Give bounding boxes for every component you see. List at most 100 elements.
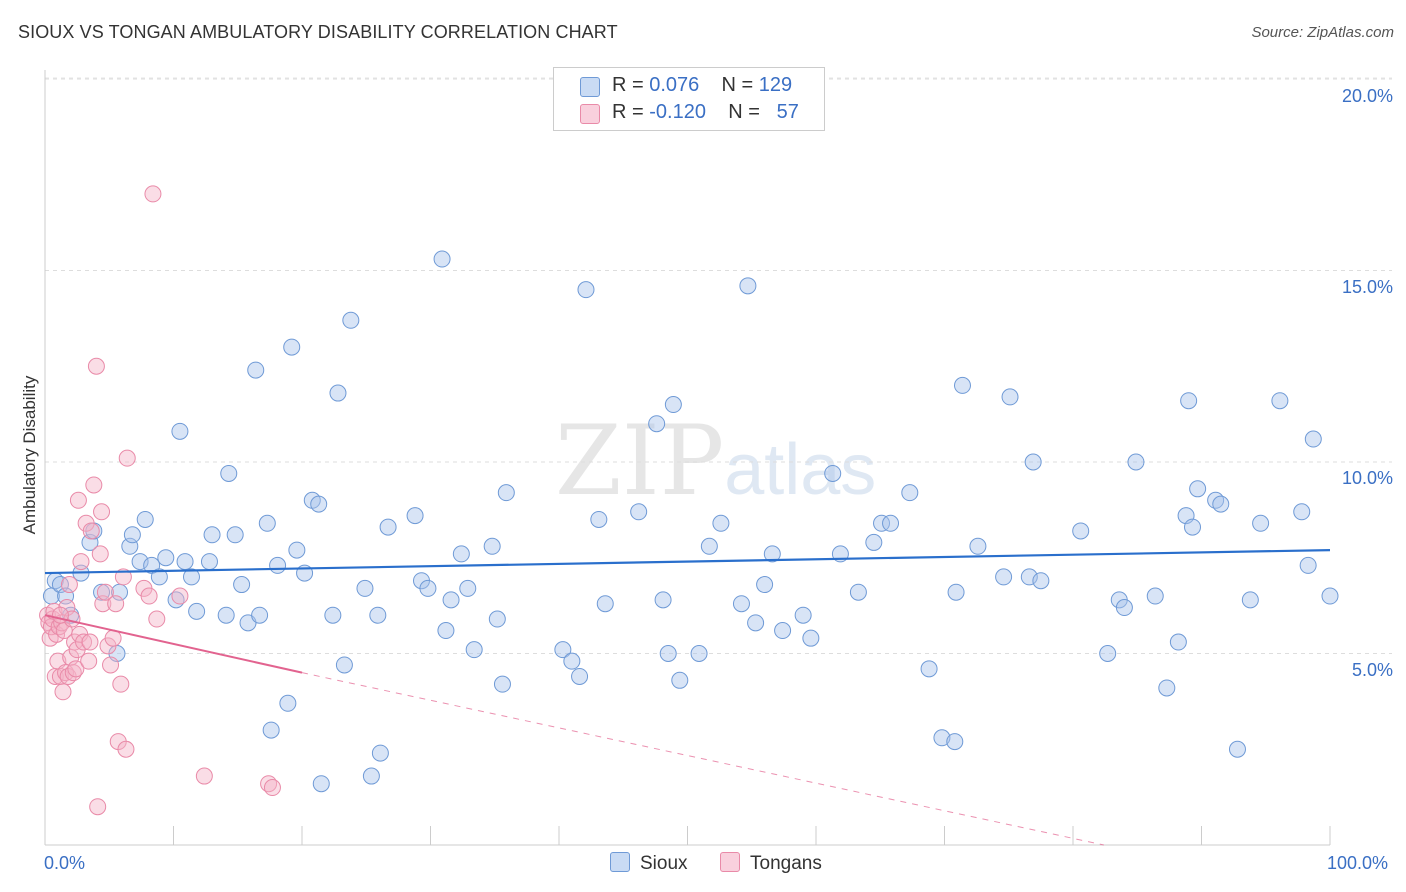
sioux-point bbox=[732, 595, 750, 613]
watermark-zip: ZIP bbox=[555, 405, 725, 517]
sioux-point bbox=[233, 576, 251, 594]
sioux-point bbox=[554, 641, 572, 659]
sioux-point bbox=[371, 744, 389, 762]
sioux-point bbox=[1293, 503, 1311, 521]
sioux-point bbox=[324, 606, 342, 624]
sioux-point bbox=[1072, 522, 1090, 540]
y-tick-5: 5.0% bbox=[1351, 660, 1393, 680]
tongan-point bbox=[114, 568, 132, 586]
y-tick-15: 15.0% bbox=[1341, 277, 1393, 297]
sioux-point bbox=[671, 671, 689, 689]
sioux-point bbox=[630, 503, 648, 521]
y-tick-10: 10.0% bbox=[1341, 468, 1393, 488]
watermark-atlas: atlas bbox=[724, 430, 877, 510]
sioux-point bbox=[157, 549, 175, 567]
sioux-point bbox=[1299, 556, 1317, 574]
tongan-point bbox=[72, 553, 90, 571]
sioux-point bbox=[901, 484, 919, 502]
sioux-point bbox=[356, 579, 374, 597]
tongan-trend-line bbox=[44, 614, 303, 674]
sioux-point bbox=[946, 733, 964, 751]
sioux-legend-swatch bbox=[610, 852, 630, 872]
sioux-point bbox=[712, 514, 730, 532]
sioux-point bbox=[1212, 495, 1230, 513]
tongan-point bbox=[263, 779, 281, 797]
sioux-point bbox=[379, 518, 397, 536]
sioux-point bbox=[329, 384, 347, 402]
tongan-trend-extension bbox=[301, 672, 1104, 846]
sioux-point bbox=[1304, 430, 1322, 448]
sioux-point bbox=[739, 277, 757, 295]
tongan-point bbox=[107, 595, 125, 613]
tongan-point bbox=[112, 675, 130, 693]
sioux-point bbox=[220, 464, 238, 482]
tongan-point bbox=[140, 587, 158, 605]
sioux-point bbox=[369, 606, 387, 624]
sioux-point bbox=[452, 545, 470, 563]
chart-source: Source: ZipAtlas.com bbox=[1251, 24, 1394, 41]
tongan-point bbox=[80, 652, 98, 670]
tongan-point bbox=[89, 798, 107, 816]
sioux-point bbox=[690, 645, 708, 662]
tongan-point bbox=[87, 357, 105, 375]
sioux-point bbox=[1024, 453, 1042, 471]
sioux-point bbox=[824, 464, 842, 482]
tongan-point bbox=[118, 449, 136, 467]
sioux-point bbox=[1115, 599, 1133, 617]
sioux-point bbox=[664, 396, 682, 414]
sioux-point bbox=[1099, 645, 1117, 662]
sioux-point bbox=[1189, 480, 1207, 498]
sioux-point bbox=[1032, 572, 1050, 590]
sioux-point bbox=[969, 537, 987, 555]
sioux-point bbox=[419, 579, 437, 597]
sioux-point bbox=[563, 652, 581, 670]
sioux-point bbox=[1169, 633, 1187, 651]
tongan-point bbox=[75, 633, 93, 651]
sioux-point bbox=[774, 622, 792, 640]
sioux-point bbox=[596, 595, 614, 613]
sioux-point bbox=[763, 545, 781, 563]
sioux-point bbox=[279, 694, 297, 712]
sioux-point bbox=[188, 602, 206, 620]
sioux-point bbox=[362, 767, 380, 785]
sioux-point bbox=[459, 579, 477, 597]
sioux-point bbox=[123, 526, 141, 544]
sioux-point bbox=[251, 606, 269, 624]
sioux-point bbox=[1180, 392, 1198, 410]
x-tick-min: 0.0% bbox=[44, 853, 86, 873]
tongan-point bbox=[91, 545, 109, 563]
tongan-point bbox=[54, 683, 72, 701]
sioux-point bbox=[483, 537, 501, 555]
sioux-point bbox=[947, 583, 965, 601]
tongan-point bbox=[67, 660, 85, 678]
sioux-point bbox=[1158, 679, 1176, 697]
sioux-point bbox=[1271, 392, 1289, 410]
tongans-legend-swatch bbox=[720, 852, 740, 872]
tongan-point bbox=[93, 503, 111, 521]
tongan-point bbox=[117, 740, 135, 758]
sioux-point bbox=[882, 514, 900, 532]
sioux-point bbox=[217, 606, 235, 624]
sioux-point bbox=[433, 250, 451, 268]
sioux-point bbox=[1146, 587, 1164, 605]
sioux-point bbox=[1228, 740, 1246, 758]
sioux-point bbox=[342, 311, 360, 329]
legend-sioux-text: R = 0.076 N = 129 bbox=[612, 74, 793, 96]
y-axis-label: Ambulatory Disability bbox=[20, 375, 39, 535]
sioux-point bbox=[648, 415, 666, 433]
tongan-point bbox=[102, 656, 120, 674]
sioux-point bbox=[310, 495, 328, 513]
sioux-point bbox=[335, 656, 353, 674]
tongan-point bbox=[96, 583, 114, 601]
chart-title: SIOUX VS TONGAN AMBULATORY DISABILITY CO… bbox=[18, 22, 618, 42]
sioux-point bbox=[288, 541, 306, 559]
sioux-point bbox=[171, 422, 189, 440]
tongan-point bbox=[81, 633, 99, 651]
sioux-point bbox=[1241, 591, 1259, 609]
sioux-point bbox=[226, 526, 244, 544]
sioux-point bbox=[1127, 453, 1145, 471]
sioux-point bbox=[995, 568, 1013, 586]
sioux-point bbox=[933, 729, 951, 747]
sioux-point bbox=[577, 281, 595, 299]
